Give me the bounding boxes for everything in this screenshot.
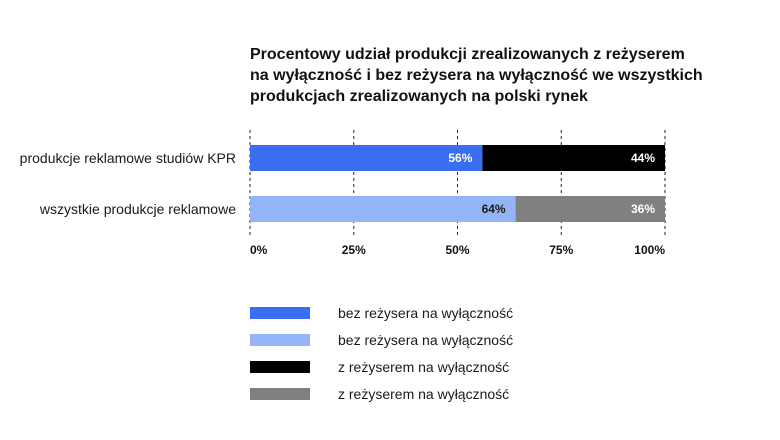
tick-label: 50%: [445, 243, 469, 257]
bar-segment: [250, 196, 516, 222]
chart-title-line: Procentowy udział produkcji zrealizowany…: [250, 46, 685, 63]
data-label: 36%: [631, 202, 655, 216]
legend-swatch: [250, 388, 310, 400]
tick-label: 25%: [342, 243, 366, 257]
tick-label: 0%: [250, 243, 268, 257]
category-label: wszystkie produkcje reklamowe: [39, 201, 236, 217]
tick-label: 100%: [634, 243, 665, 257]
legend-label: z reżyserem na wyłączność: [338, 359, 509, 375]
legend: bez reżysera na wyłączność bez reżysera n…: [250, 305, 513, 402]
bar-segment: [515, 196, 665, 222]
chart-title-line: produkcjach zrealizowanych na polski ryn…: [250, 88, 588, 105]
category-labels: produkcje reklamowe studiów KPR wszystkie…: [20, 150, 237, 217]
legend-label: bez reżysera na wyłączność: [338, 332, 513, 348]
x-axis-ticks: 0% 25% 50% 75% 100%: [250, 243, 665, 257]
data-label: 44%: [631, 151, 655, 165]
data-label: 56%: [448, 151, 472, 165]
category-label: produkcje reklamowe studiów KPR: [20, 150, 236, 166]
chart-title: Procentowy udział produkcji zrealizowany…: [250, 46, 703, 105]
legend-label: z reżyserem na wyłączność: [338, 386, 509, 402]
chart-title-line: na wyłączność i bez reżysera na wyłączno…: [250, 67, 703, 84]
legend-label: bez reżysera na wyłączność: [338, 305, 513, 321]
bars: 56% 44% 64% 36%: [250, 145, 665, 222]
bar-segment: [482, 145, 665, 171]
legend-swatch: [250, 307, 310, 319]
legend-swatch: [250, 334, 310, 346]
data-label: 64%: [482, 202, 506, 216]
tick-label: 75%: [549, 243, 573, 257]
legend-swatch: [250, 361, 310, 373]
bar-segment: [250, 145, 483, 171]
